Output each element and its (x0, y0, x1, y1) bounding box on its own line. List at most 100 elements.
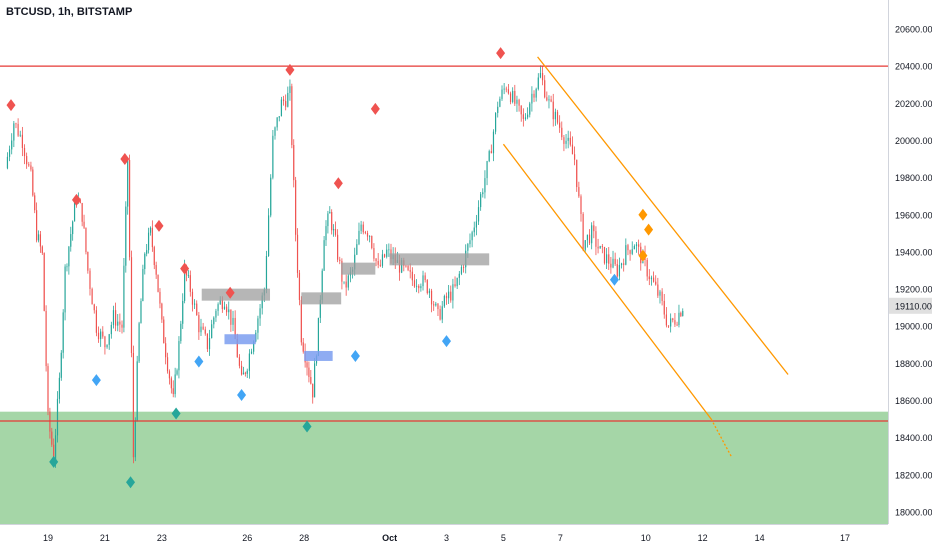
candle-body (460, 267, 463, 274)
candle-body (21, 134, 23, 148)
candle-body (462, 267, 465, 268)
candle-body (43, 253, 45, 311)
candle-body (272, 135, 274, 178)
candle-body (546, 97, 548, 101)
swing-high-marker (225, 286, 235, 299)
candle-body (17, 123, 19, 136)
candle-body (648, 276, 650, 280)
candle-body (676, 324, 678, 326)
candle-body (168, 371, 171, 379)
y-tick-label: 19600.00 (895, 210, 932, 220)
candle-body (652, 277, 655, 282)
candle-body (234, 317, 236, 339)
candle-body (571, 144, 574, 155)
candle-body (41, 246, 43, 254)
y-tick-label: 18000.00 (895, 508, 932, 518)
candle-body (317, 317, 320, 356)
candle-body (593, 225, 595, 232)
candle-body (505, 88, 507, 90)
candle-body (219, 300, 221, 305)
candle-body (358, 230, 360, 245)
candle-body (520, 105, 522, 115)
marker-layer (6, 47, 654, 489)
pivot-low-marker (126, 476, 136, 489)
candle-body (149, 227, 152, 233)
y-tick-label: 20600.00 (895, 25, 932, 35)
swing-low-marker (237, 388, 247, 401)
candle-body (541, 73, 544, 81)
candle-body (345, 281, 347, 288)
candle-body (407, 265, 409, 271)
candle-body (60, 352, 62, 378)
candle-body (422, 275, 424, 287)
swing-high-marker (370, 102, 380, 115)
candle-body (550, 99, 552, 102)
candle-body (452, 284, 454, 301)
candle-body (319, 299, 321, 318)
channel-lower-extension (710, 418, 732, 457)
candle-body (339, 259, 341, 261)
candle-body (184, 265, 186, 301)
candle-body (554, 111, 556, 120)
candle-body (329, 211, 331, 214)
candle-body (527, 114, 529, 118)
candle-body (450, 291, 452, 301)
candle-body (567, 137, 569, 141)
y-tick-label: 18800.00 (895, 359, 932, 369)
candle-body (638, 244, 640, 247)
candle-body (533, 93, 535, 98)
candle-body (206, 333, 208, 350)
candle-body (556, 111, 559, 123)
candle-body (155, 265, 157, 275)
x-tick-label: 17 (840, 533, 850, 543)
candle-body (586, 234, 588, 241)
candle-body (401, 260, 403, 273)
candle-body (34, 195, 36, 211)
candle-body (682, 310, 684, 317)
x-tick-label: 19 (43, 533, 53, 543)
candle-body (54, 435, 57, 461)
candle-body (373, 248, 375, 259)
x-tick-label: 3 (444, 533, 449, 543)
candle-body (296, 234, 299, 273)
candle-body (456, 277, 458, 287)
candle-body (362, 224, 364, 233)
candle-body (375, 258, 377, 262)
candle-body (606, 254, 608, 264)
candle-body (132, 353, 134, 458)
candle-body (36, 210, 38, 241)
candle-body (618, 265, 621, 277)
grid-layer (0, 0, 889, 525)
candle-body (312, 383, 314, 398)
candle-body (343, 281, 345, 283)
candle-body (89, 270, 91, 289)
candle-body (228, 309, 230, 313)
candle-body (295, 180, 297, 235)
y-tick-label: 19000.00 (895, 322, 932, 332)
candle-body (430, 290, 433, 305)
candle-body (347, 275, 349, 288)
gray-zone (201, 288, 271, 301)
y-tick-label: 19200.00 (895, 285, 932, 295)
candle-body (332, 229, 335, 231)
candle-body (398, 260, 401, 273)
candle-body (428, 290, 431, 294)
candle-body (610, 263, 612, 268)
candle-body (635, 244, 638, 247)
x-tick-label: 7 (558, 533, 563, 543)
candle-body (73, 201, 76, 222)
candle-body (445, 295, 448, 299)
candle-body (257, 318, 259, 333)
candle-body (146, 250, 148, 254)
candle-body (62, 312, 64, 353)
candle-body (83, 221, 85, 228)
candle-body (274, 127, 276, 136)
candle-body (159, 291, 161, 304)
candle-body (306, 362, 308, 368)
candle-body (230, 309, 232, 325)
drawing-layer (0, 56, 888, 457)
candle-body (140, 300, 142, 324)
candle-body (614, 258, 616, 265)
candle-body (28, 164, 30, 166)
